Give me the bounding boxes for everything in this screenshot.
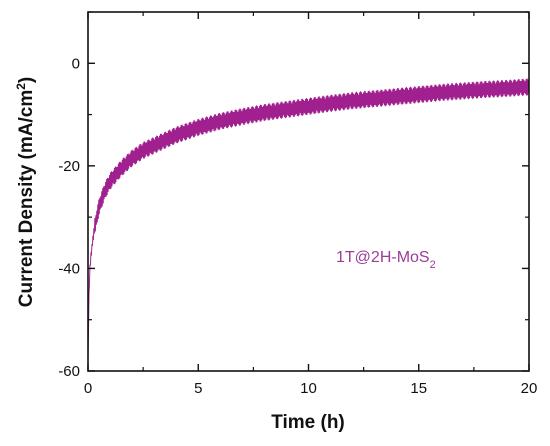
y-tick-label--40: -40: [58, 260, 80, 277]
series-annotation: 1T@2H-MoS2: [336, 249, 436, 271]
y-axis-title-main: Current Density (mA/cm: [16, 90, 37, 308]
series-annotation-sub: 2: [430, 259, 436, 271]
x-axis-title: Time (h): [271, 412, 345, 433]
x-tick-label-5: 5: [194, 380, 202, 397]
x-tick-label-20: 20: [521, 380, 538, 397]
series-line-0: [88, 78, 529, 359]
y-axis-title-close: ): [16, 77, 37, 83]
y-axis-title: Current Density (mA/cm2): [14, 77, 37, 308]
tick-labels-layer: 0 5 10 15 20 -60 -40 -20 0: [58, 55, 537, 397]
y-axis-title-sup: 2: [14, 83, 28, 90]
series-annotation-main: 1T@2H-MoS: [336, 249, 430, 266]
x-tick-label-10: 10: [300, 380, 317, 397]
plot-frame: [87, 11, 530, 372]
ticks-layer: [87, 11, 530, 372]
x-tick-label-0: 0: [84, 380, 92, 397]
y-tick-label--60: -60: [58, 363, 80, 380]
y-tick-label--20: -20: [58, 158, 80, 175]
x-tick-label-15: 15: [410, 380, 427, 397]
y-tick-label-0: 0: [72, 55, 80, 72]
series-layer: [88, 78, 529, 359]
